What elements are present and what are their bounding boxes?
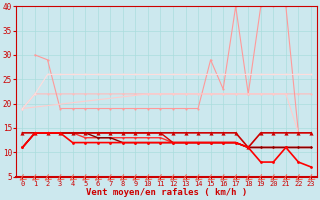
X-axis label: Vent moyen/en rafales ( km/h ): Vent moyen/en rafales ( km/h ) — [86, 188, 247, 197]
